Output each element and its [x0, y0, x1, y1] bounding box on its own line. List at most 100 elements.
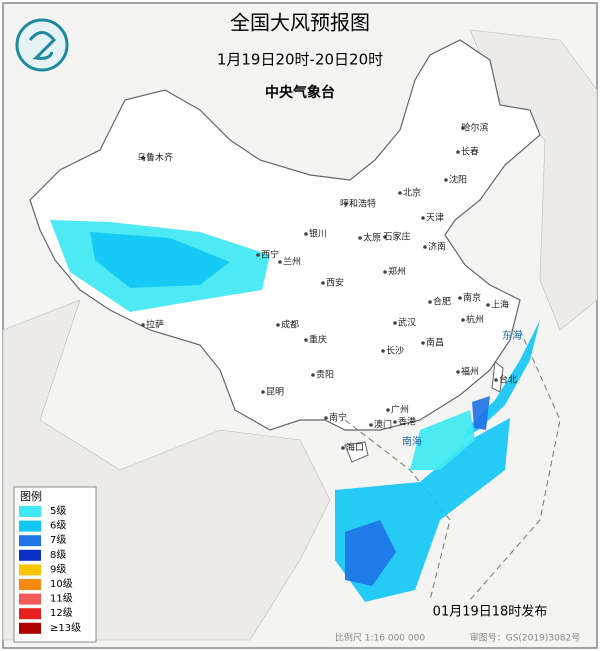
- emblem: [15, 18, 69, 72]
- hainan: [344, 441, 369, 463]
- legend-label: 10级: [50, 578, 73, 590]
- city-label: 济南: [428, 241, 446, 253]
- sea-label: 南海: [402, 435, 422, 448]
- legend-label: 5级: [50, 505, 66, 517]
- city-dot: [324, 416, 328, 420]
- city-dot: [494, 378, 498, 382]
- city-label: 太原: [363, 232, 381, 244]
- legend-swatch: [19, 579, 41, 590]
- city-label: 拉萨: [146, 319, 164, 331]
- city-label: 北京: [403, 187, 421, 199]
- city-label: 重庆: [309, 334, 327, 346]
- city-dot: [461, 126, 465, 130]
- city-label: 南京: [463, 292, 481, 304]
- city-dot: [369, 423, 373, 427]
- city-dot: [344, 202, 348, 206]
- city-label: 福州: [461, 366, 479, 378]
- sea-label: 东海: [502, 329, 522, 342]
- city-label: 南昌: [426, 337, 444, 349]
- legend-label: 11级: [50, 593, 73, 605]
- city-dot: [256, 253, 260, 257]
- city-label: 武汉: [398, 317, 416, 329]
- wind-area: [410, 410, 475, 470]
- legend-swatch: [19, 622, 41, 634]
- city-label: 呼和浩特: [340, 198, 376, 210]
- city-label: 澳门: [374, 419, 392, 431]
- legend-swatch: [19, 535, 41, 547]
- city-label: 海口: [346, 442, 364, 454]
- city-dot: [278, 260, 282, 264]
- city-dot: [461, 318, 465, 322]
- legend-label: ≥13级: [50, 622, 81, 634]
- city-label: 合肥: [433, 296, 451, 308]
- city-dot: [456, 370, 460, 374]
- review-number: 审图号：GS(2019)3082号: [470, 632, 581, 644]
- city-dot: [341, 446, 345, 450]
- city-dot: [423, 245, 427, 249]
- city-label: 长沙: [386, 345, 404, 357]
- legend-swatch: [19, 549, 41, 561]
- city-dot: [276, 323, 280, 327]
- city-label: 昆明: [266, 387, 284, 398]
- legend-swatch: [19, 608, 41, 620]
- city-dot: [398, 191, 402, 195]
- city-dot: [444, 178, 448, 182]
- city-dot: [393, 420, 397, 424]
- city-label: 郑州: [388, 266, 406, 278]
- legend-label: 6级: [50, 520, 66, 532]
- issuer: 中央气象台: [265, 84, 335, 101]
- city-label: 兰州: [283, 256, 301, 268]
- city-label: 西宁: [261, 249, 279, 261]
- legend-label: 7级: [50, 534, 66, 546]
- city-label: 银川: [309, 228, 327, 240]
- city-dot: [261, 390, 265, 394]
- city-label: 杭州: [466, 314, 484, 326]
- legend-swatch: [19, 593, 41, 605]
- city-label: 长春: [461, 146, 479, 158]
- city-dot: [304, 232, 308, 236]
- city-label: 乌鲁木齐: [137, 152, 173, 164]
- city-dot: [321, 281, 325, 285]
- city-label: 哈尔滨: [461, 122, 488, 134]
- city-label: 石家庄: [383, 231, 410, 243]
- wind-area: [90, 232, 230, 288]
- city-label: 上海: [491, 299, 509, 311]
- legend-label: 8级: [50, 549, 66, 561]
- legend-swatch: [19, 506, 41, 517]
- city-label: 贵阳: [316, 369, 334, 381]
- legend-title: 图例: [20, 489, 42, 503]
- city-label: 天津: [426, 213, 444, 224]
- city-dot: [421, 216, 425, 220]
- city-dot: [304, 338, 308, 342]
- city-label: 香港: [398, 416, 416, 428]
- city-label: 成都: [281, 319, 299, 331]
- legend-swatch: [19, 520, 41, 532]
- period: 1月19日20时-20日20时: [217, 51, 383, 69]
- city-label: 西安: [326, 277, 344, 289]
- wind-area: [345, 520, 396, 586]
- city-dot: [383, 235, 387, 239]
- city-label: 广州: [391, 404, 409, 416]
- city-label: 南宁: [329, 412, 347, 424]
- city-dot: [428, 300, 432, 304]
- legend-label: 12级: [50, 607, 73, 619]
- city-dot: [383, 270, 387, 274]
- city-label: 沈阳: [449, 174, 467, 186]
- city-dot: [421, 341, 425, 345]
- wind-area: [472, 396, 490, 430]
- city-dot: [393, 321, 397, 325]
- city-label: 台北: [499, 374, 517, 386]
- issued-time: 01月19日18时发布: [433, 604, 548, 620]
- title: 全国大风预报图: [230, 11, 370, 35]
- legend-swatch: [19, 564, 41, 576]
- legend-label: 9级: [50, 563, 66, 575]
- city-dot: [456, 150, 460, 154]
- city-dot: [386, 408, 390, 412]
- city-dot: [458, 296, 462, 300]
- city-dot: [381, 349, 385, 353]
- city-dot: [311, 373, 315, 377]
- city-dot: [486, 303, 490, 307]
- scale: 比例尺 1:16 000 000: [335, 632, 425, 644]
